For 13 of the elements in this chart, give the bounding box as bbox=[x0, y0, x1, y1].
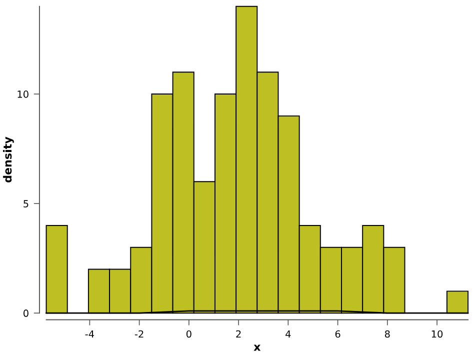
x-tick-label: 10 bbox=[432, 330, 443, 338]
x-tick-label: 8 bbox=[384, 330, 390, 338]
x-axis-title: x bbox=[254, 344, 261, 351]
y-axis-title: density bbox=[3, 136, 14, 182]
x-tick-label: -2 bbox=[134, 330, 144, 338]
y-tick-label: 5 bbox=[24, 200, 28, 208]
x-tick-label: 6 bbox=[335, 330, 340, 338]
x-tick-label: 2 bbox=[236, 330, 241, 338]
y-tick-label: 0 bbox=[24, 310, 28, 317]
x-tick-label: 4 bbox=[286, 330, 291, 338]
y-tick-label: 10 bbox=[18, 90, 28, 98]
x-tick-label: -4 bbox=[85, 330, 94, 338]
x-tick-label: 0 bbox=[186, 330, 192, 338]
